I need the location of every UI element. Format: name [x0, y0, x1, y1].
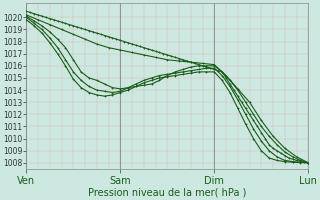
X-axis label: Pression niveau de la mer( hPa ): Pression niveau de la mer( hPa ): [88, 187, 246, 197]
